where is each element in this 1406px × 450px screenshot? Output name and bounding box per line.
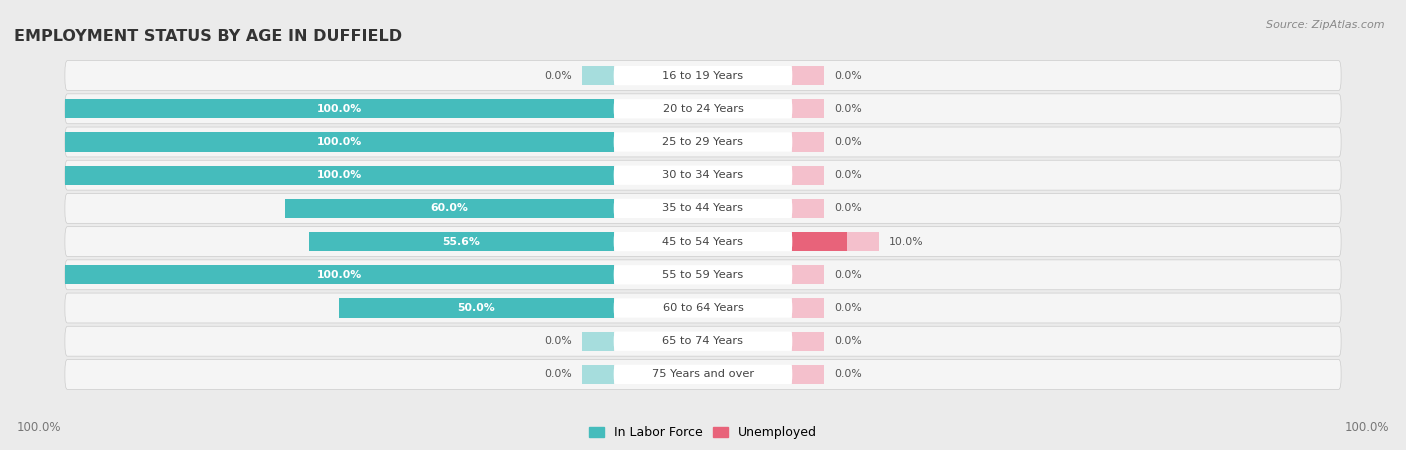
Text: 60 to 64 Years: 60 to 64 Years <box>662 303 744 313</box>
Text: 0.0%: 0.0% <box>834 270 862 280</box>
Bar <box>793 298 824 318</box>
FancyBboxPatch shape <box>65 61 1341 90</box>
Bar <box>793 265 824 284</box>
FancyBboxPatch shape <box>65 227 1341 256</box>
FancyBboxPatch shape <box>613 199 793 218</box>
Text: 10.0%: 10.0% <box>889 237 924 247</box>
Text: 100.0%: 100.0% <box>316 170 361 180</box>
Bar <box>339 298 613 318</box>
FancyBboxPatch shape <box>613 298 793 318</box>
Text: 0.0%: 0.0% <box>834 336 862 346</box>
Text: 16 to 19 Years: 16 to 19 Years <box>662 71 744 81</box>
FancyBboxPatch shape <box>65 293 1341 323</box>
Text: 35 to 44 Years: 35 to 44 Years <box>662 203 744 213</box>
Legend: In Labor Force, Unemployed: In Labor Force, Unemployed <box>583 422 823 445</box>
Text: 60.0%: 60.0% <box>430 203 468 213</box>
Text: 0.0%: 0.0% <box>834 104 862 114</box>
FancyBboxPatch shape <box>613 66 793 85</box>
Text: 50.0%: 50.0% <box>458 303 495 313</box>
Text: 55 to 59 Years: 55 to 59 Years <box>662 270 744 280</box>
FancyBboxPatch shape <box>65 326 1341 356</box>
Text: 20 to 24 Years: 20 to 24 Years <box>662 104 744 114</box>
Bar <box>793 66 824 85</box>
Text: 65 to 74 Years: 65 to 74 Years <box>662 336 744 346</box>
Text: 0.0%: 0.0% <box>834 71 862 81</box>
Bar <box>284 199 613 218</box>
Text: 30 to 34 Years: 30 to 34 Years <box>662 170 744 180</box>
Text: 100.0%: 100.0% <box>316 270 361 280</box>
Bar <box>65 166 613 185</box>
Bar <box>793 232 848 251</box>
Text: Source: ZipAtlas.com: Source: ZipAtlas.com <box>1267 20 1385 30</box>
Text: 100.0%: 100.0% <box>17 421 62 434</box>
Text: 100.0%: 100.0% <box>1344 421 1389 434</box>
Text: EMPLOYMENT STATUS BY AGE IN DUFFIELD: EMPLOYMENT STATUS BY AGE IN DUFFIELD <box>14 29 402 44</box>
Bar <box>793 166 824 185</box>
Bar <box>65 132 613 152</box>
FancyBboxPatch shape <box>613 265 793 284</box>
Text: 100.0%: 100.0% <box>316 104 361 114</box>
Text: 0.0%: 0.0% <box>834 203 862 213</box>
FancyBboxPatch shape <box>65 160 1341 190</box>
Bar <box>582 332 613 351</box>
Text: 0.0%: 0.0% <box>834 170 862 180</box>
FancyBboxPatch shape <box>65 94 1341 124</box>
Text: 100.0%: 100.0% <box>316 137 361 147</box>
FancyBboxPatch shape <box>65 260 1341 290</box>
Text: 75 Years and over: 75 Years and over <box>652 369 754 379</box>
Bar <box>793 199 824 218</box>
FancyBboxPatch shape <box>613 365 793 384</box>
FancyBboxPatch shape <box>613 99 793 118</box>
Text: 0.0%: 0.0% <box>544 369 572 379</box>
Text: 0.0%: 0.0% <box>834 137 862 147</box>
Text: 45 to 54 Years: 45 to 54 Years <box>662 237 744 247</box>
Bar <box>309 232 613 251</box>
Text: 0.0%: 0.0% <box>834 303 862 313</box>
Bar <box>793 365 824 384</box>
Bar <box>793 332 824 351</box>
Bar <box>65 99 613 118</box>
Text: 0.0%: 0.0% <box>544 71 572 81</box>
Bar <box>793 132 824 152</box>
FancyBboxPatch shape <box>65 127 1341 157</box>
FancyBboxPatch shape <box>65 194 1341 223</box>
Text: 55.6%: 55.6% <box>443 237 479 247</box>
Bar <box>582 66 613 85</box>
Text: 0.0%: 0.0% <box>834 369 862 379</box>
FancyBboxPatch shape <box>613 232 793 251</box>
Text: 25 to 29 Years: 25 to 29 Years <box>662 137 744 147</box>
Bar <box>793 99 824 118</box>
Bar <box>582 365 613 384</box>
Text: 0.0%: 0.0% <box>544 336 572 346</box>
Bar <box>65 265 613 284</box>
FancyBboxPatch shape <box>613 166 793 185</box>
FancyBboxPatch shape <box>613 132 793 152</box>
FancyBboxPatch shape <box>65 360 1341 389</box>
Bar <box>848 232 879 251</box>
FancyBboxPatch shape <box>613 332 793 351</box>
